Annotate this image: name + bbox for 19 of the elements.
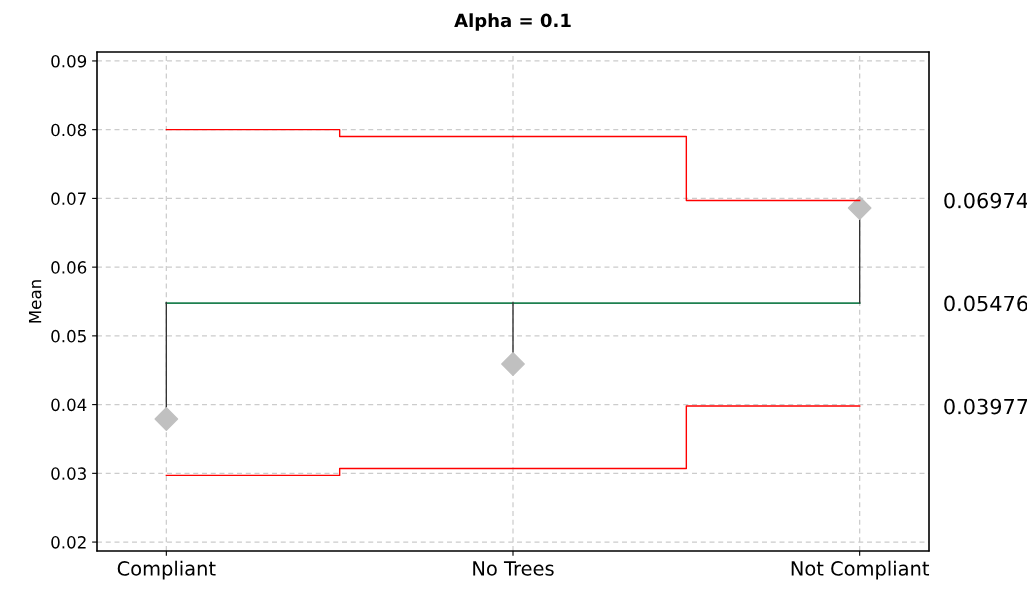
y-tick-label: 0.06 bbox=[51, 261, 87, 274]
y-tick-label: 0.03 bbox=[51, 467, 86, 480]
y-tick-label: 0.09 bbox=[51, 54, 87, 68]
x-tick-label: Compliant bbox=[117, 560, 216, 580]
y-tick-label: 0.08 bbox=[51, 123, 87, 137]
x-tick-label: Not Compliant bbox=[791, 560, 930, 580]
y-tick-label: 0.04 bbox=[51, 398, 87, 412]
y2-tick-label: 0.03977 bbox=[944, 398, 1027, 415]
x-tick-label: No Trees bbox=[473, 561, 554, 576]
y-tick-label: 0.07 bbox=[51, 192, 86, 205]
y-axis-title: Mean bbox=[29, 280, 42, 323]
y2-tick-label: 0.05476 bbox=[944, 295, 1027, 312]
point bbox=[501, 352, 525, 376]
y-tick-label: 0.02 bbox=[51, 536, 86, 549]
y2-tick-label: 0.06974 bbox=[944, 192, 1027, 209]
y-tick-label: 0.05 bbox=[51, 329, 86, 343]
point bbox=[847, 196, 872, 220]
point bbox=[154, 407, 179, 431]
chart-title: Alpha = 0.1 bbox=[454, 13, 571, 31]
